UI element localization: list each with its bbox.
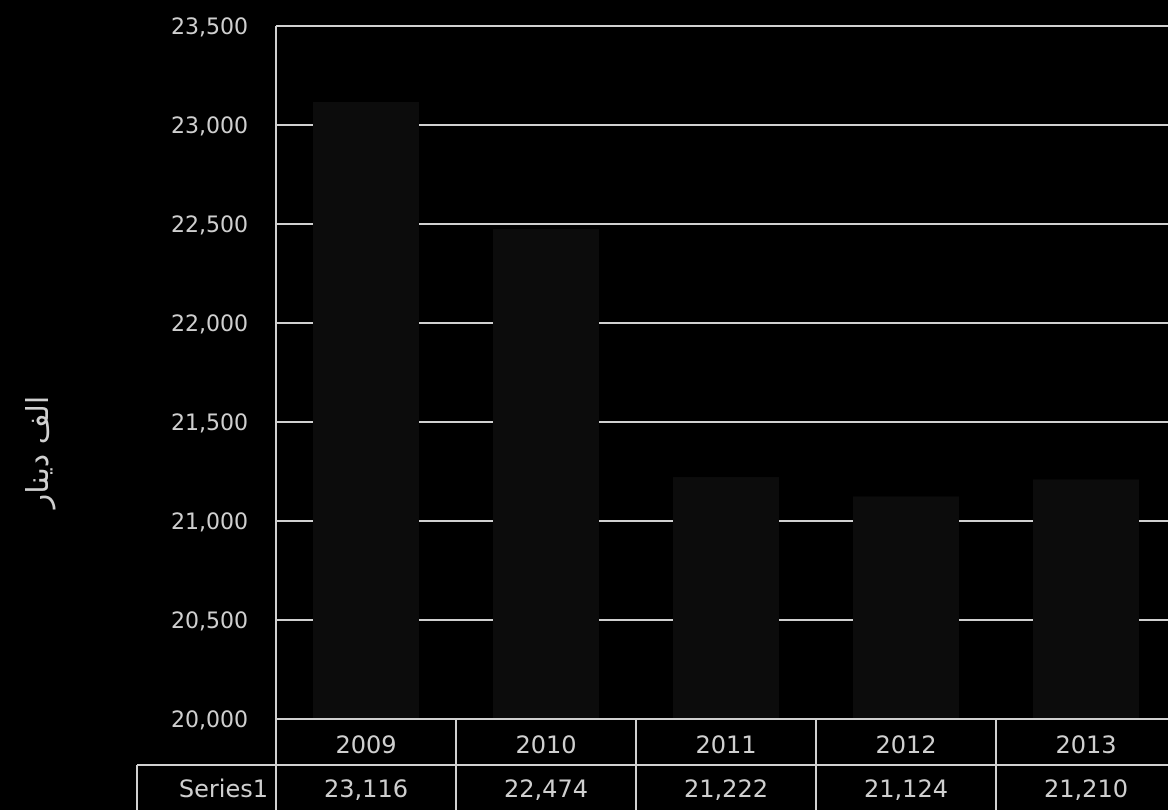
bar — [673, 477, 779, 719]
gridlines — [275, 25, 1168, 720]
data-label: 22,474 — [504, 775, 588, 803]
bar — [1033, 479, 1139, 719]
y-tick-label: 20,500 — [171, 609, 248, 634]
bar — [313, 102, 419, 720]
bar — [493, 229, 599, 719]
y-axis-ticks: 20,000 20,500 21,000 21,500 22,000 22,500 23,0… — [171, 15, 248, 733]
data-label: 21,210 — [1044, 775, 1128, 803]
x-tick-label: 2009 — [335, 731, 396, 759]
x-tick-label: 2010 — [515, 731, 576, 759]
x-tick-label: 2012 — [875, 731, 936, 759]
data-label: 21,124 — [864, 775, 948, 803]
y-tick-label: 21,000 — [171, 510, 248, 535]
y-tick-label: 21,500 — [171, 411, 248, 436]
y-tick-label: 20,000 — [171, 708, 248, 733]
bars — [313, 102, 1139, 720]
y-tick-label: 22,500 — [171, 213, 248, 238]
y-tick-label: 23,000 — [171, 114, 248, 139]
y-tick-label: 23,500 — [171, 15, 248, 40]
data-label: 21,222 — [684, 775, 768, 803]
series-label: Series1 — [179, 775, 268, 803]
data-label: 23,116 — [324, 775, 408, 803]
y-tick-label: 22,000 — [171, 312, 248, 337]
data-table: Series1 2009 23,116 2010 22,474 2011 21,222 201… — [136, 718, 1168, 810]
x-tick-label: 2011 — [695, 731, 756, 759]
y-axis-label: الف دينار — [21, 396, 56, 510]
bar — [853, 496, 959, 719]
x-tick-label: 2013 — [1055, 731, 1116, 759]
